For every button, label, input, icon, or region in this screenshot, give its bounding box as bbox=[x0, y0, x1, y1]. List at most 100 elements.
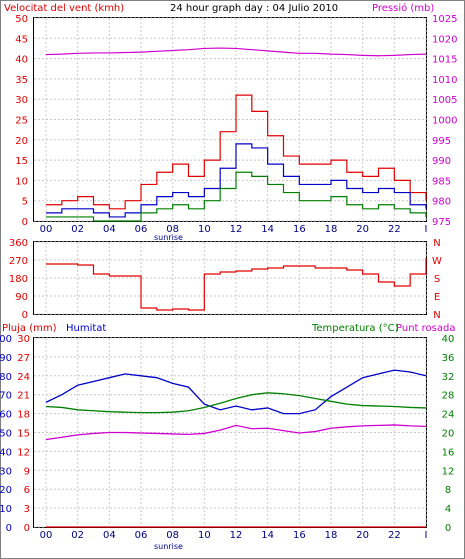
humidity-tick-label: 30 bbox=[0, 466, 12, 477]
pressure-tick-label: 1025 bbox=[432, 14, 457, 25]
temperature-tick-label: 36 bbox=[442, 353, 455, 364]
x-tick-label: I bbox=[425, 530, 428, 541]
x-tick-label: 12 bbox=[230, 224, 243, 235]
humidity-axis-label: Humitat bbox=[66, 323, 106, 334]
temperature-tick-label: 24 bbox=[442, 410, 455, 421]
x-tick-label: 06 bbox=[135, 530, 148, 541]
series-humitat bbox=[45, 369, 427, 415]
wind-tick-label: 35 bbox=[15, 75, 28, 86]
x-tick-label: I bbox=[425, 224, 428, 235]
x-tick-label: 16 bbox=[293, 224, 306, 235]
compass-tick-label: N bbox=[433, 238, 440, 249]
series-punt-rosada bbox=[45, 424, 427, 441]
series-wind-average bbox=[46, 143, 427, 218]
wind-axis-label: Velocitat del vent (kmh) bbox=[4, 3, 124, 14]
wind-tick-label: 20 bbox=[15, 136, 28, 147]
wind-tick-label: 40 bbox=[15, 55, 28, 66]
compass-tick-label: E bbox=[434, 292, 440, 303]
temperature-tick-label: 28 bbox=[442, 391, 455, 402]
direction-tick-label: 0 bbox=[22, 310, 28, 321]
pressure-tick-label: 995 bbox=[432, 136, 451, 147]
x-tick-label: 20 bbox=[356, 224, 369, 235]
temperature-tick-label: 4 bbox=[445, 504, 451, 515]
rain-tick-label: 3 bbox=[24, 504, 30, 515]
humidity-tick-label: 100 bbox=[0, 334, 12, 345]
rain-tick-label: 24 bbox=[17, 372, 30, 383]
temperature-tick-label: 8 bbox=[445, 485, 451, 496]
rain-tick-label: 12 bbox=[17, 447, 30, 458]
compass-tick-label: W bbox=[432, 256, 442, 267]
x-tick-label: 00 bbox=[40, 530, 53, 541]
x-tick-label: 04 bbox=[103, 530, 116, 541]
x-tick-label: 08 bbox=[166, 530, 179, 541]
chart-title: 24 hour graph day : 04 Julio 2010 bbox=[170, 3, 338, 14]
direction-tick-label: 180 bbox=[9, 274, 28, 285]
x-tick-label: 04 bbox=[103, 224, 116, 235]
rain-tick-label: 6 bbox=[24, 485, 30, 496]
wind-tick-label: 30 bbox=[15, 95, 28, 106]
x-tick-label: 10 bbox=[198, 530, 211, 541]
humidity-tick-label: 50 bbox=[0, 429, 12, 440]
rain-tick-label: 30 bbox=[17, 334, 30, 345]
wind-tick-label: 5 bbox=[22, 197, 28, 208]
x-tick-label: 00 bbox=[40, 224, 53, 235]
rain-tick-label: 18 bbox=[17, 410, 30, 421]
temperature-tick-label: 12 bbox=[442, 466, 455, 477]
x-tick-label: 08 bbox=[166, 224, 179, 235]
dewpoint-axis-label: Punt rosada bbox=[396, 323, 455, 334]
series-pressi-mb- bbox=[45, 47, 427, 57]
humidity-tick-label: 90 bbox=[0, 353, 12, 364]
pressure-tick-label: 1005 bbox=[432, 95, 457, 106]
rain-tick-label: 9 bbox=[24, 466, 30, 477]
humidity-tick-label: 80 bbox=[0, 372, 12, 383]
temperature-tick-label: 16 bbox=[442, 447, 455, 458]
rain-tick-label: 27 bbox=[17, 353, 30, 364]
x-tick-label: 18 bbox=[325, 224, 338, 235]
humidity-tick-label: 20 bbox=[0, 485, 12, 496]
x-tick-label: 14 bbox=[261, 530, 274, 541]
wind-tick-label: 25 bbox=[15, 116, 28, 127]
x-tick-label: 22 bbox=[388, 224, 401, 235]
sunrise-label-top: sunrise bbox=[154, 233, 183, 242]
humidity-tick-label: 40 bbox=[0, 447, 12, 458]
pressure-tick-label: 990 bbox=[432, 156, 451, 167]
wind-tick-label: 45 bbox=[15, 34, 28, 45]
direction-tick-label: 270 bbox=[9, 256, 28, 267]
temperature-tick-label: 32 bbox=[442, 372, 455, 383]
pressure-tick-label: 1000 bbox=[432, 116, 457, 127]
series-temperatura-c- bbox=[45, 392, 427, 414]
x-tick-label: 14 bbox=[261, 224, 274, 235]
direction-tick-label: 360 bbox=[9, 238, 28, 249]
series-wind-minimum bbox=[46, 171, 427, 222]
x-tick-label: 20 bbox=[356, 530, 369, 541]
pressure-axis-label: Pressió (mb) bbox=[372, 2, 434, 14]
rain-tick-label: 15 bbox=[17, 429, 30, 440]
pressure-tick-label: 1015 bbox=[432, 55, 457, 66]
humidity-tick-label: 10 bbox=[0, 504, 12, 515]
data-series bbox=[45, 47, 427, 528]
temperature-axis-label: Temperatura (°C) bbox=[311, 323, 399, 334]
wind-tick-label: 50 bbox=[15, 14, 28, 25]
pressure-tick-label: 985 bbox=[432, 176, 451, 187]
temperature-tick-label: 0 bbox=[445, 523, 451, 534]
axis-ticks: 00 02 04 06 08 10 12 14 16 18 20 22 I00 02 04 06 08 10 12 1… bbox=[0, 14, 457, 541]
x-tick-label: 02 bbox=[71, 224, 84, 235]
humidity-tick-label: 0 bbox=[6, 523, 12, 534]
compass-tick-label: S bbox=[434, 274, 440, 285]
humidity-tick-label: 70 bbox=[0, 391, 12, 402]
humidity-tick-label: 60 bbox=[0, 410, 12, 421]
rain-axis-label: Pluja (mm) bbox=[2, 323, 57, 334]
series-wind-direction bbox=[46, 258, 427, 311]
pressure-tick-label: 1020 bbox=[432, 34, 457, 45]
pressure-tick-label: 975 bbox=[432, 217, 451, 228]
rain-tick-label: 21 bbox=[17, 391, 30, 402]
wind-tick-label: 15 bbox=[15, 156, 28, 167]
x-tick-label: 16 bbox=[293, 530, 306, 541]
x-tick-label: 22 bbox=[388, 530, 401, 541]
series-wind-gust bbox=[46, 94, 427, 210]
direction-tick-label: 90 bbox=[15, 292, 28, 303]
wind-tick-label: 10 bbox=[15, 176, 28, 187]
x-tick-label: 10 bbox=[198, 224, 211, 235]
compass-tick-label: N bbox=[433, 310, 440, 321]
